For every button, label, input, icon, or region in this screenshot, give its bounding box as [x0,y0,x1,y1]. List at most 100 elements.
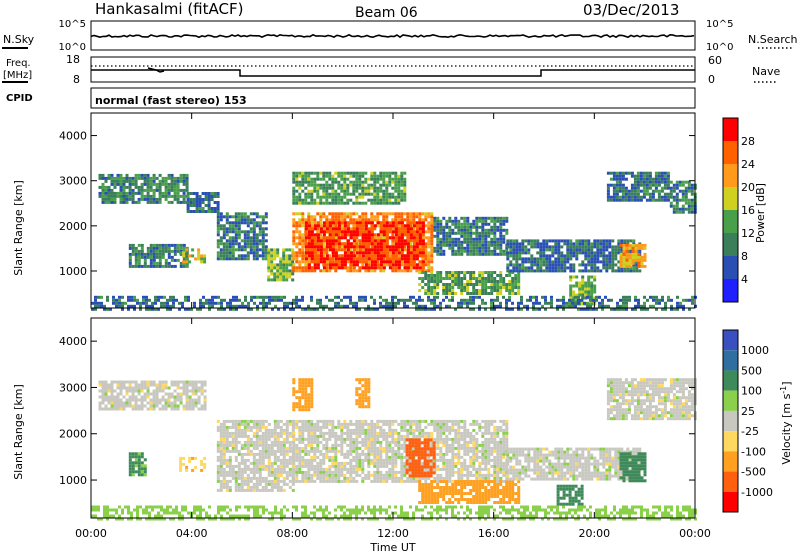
data-cell [173,176,177,180]
data-cell [337,301,340,305]
data-cell [620,269,624,273]
data-cell [560,260,564,264]
data-cell [557,257,561,261]
data-cell [137,404,141,408]
data-cell [231,422,235,426]
data-cell [648,186,652,190]
data-cell [131,246,135,250]
data-cell [669,189,673,193]
data-cell [490,249,494,253]
data-cell [237,428,241,432]
data-cell [234,449,238,453]
data-cell [301,212,305,216]
data-cell [282,266,286,270]
data-cell [240,479,244,483]
data-cell [264,221,268,225]
data-cell [373,236,377,240]
data-cell [376,218,380,222]
data-cell [535,307,538,311]
data-cell [240,482,244,486]
data-cell [563,254,567,258]
data-cell [614,254,618,258]
data-cell [243,239,247,243]
data-cell [355,257,359,261]
data-cell [611,266,615,270]
data-cell [581,287,585,291]
data-cell [155,392,159,396]
power-colorbar-segment [723,210,738,233]
freq-label-line1: Freq. [6,58,31,69]
data-cell [575,284,579,288]
data-cell [430,274,434,277]
data-cell [517,271,521,274]
data-cell [584,242,588,246]
data-cell [346,224,350,228]
data-cell [584,287,588,291]
data-cell [298,263,302,267]
data-cell [624,171,628,175]
data-cell [448,246,452,250]
data-cell [358,171,362,175]
data-cell [633,198,637,202]
data-cell [322,251,326,255]
data-cell [626,269,630,273]
data-cell [288,263,292,267]
data-cell [337,186,341,190]
data-cell [310,298,313,302]
data-cell [481,216,485,220]
data-cell [481,222,485,226]
data-cell [397,215,401,219]
data-cell [246,251,250,255]
data-cell [542,269,546,273]
data-cell [246,218,250,222]
data-cell [104,380,108,384]
data-cell [231,215,235,219]
data-cell [319,227,323,231]
data-cell [569,242,573,246]
data-cell [475,216,479,220]
data-cell [222,437,226,441]
data-cell [412,242,416,246]
data-cell [445,286,449,289]
data-cell [569,254,573,258]
data-cell [448,277,452,280]
data-cell [106,295,109,299]
data-cell [246,440,250,444]
data-cell [394,236,398,240]
data-cell [526,298,529,302]
data-cell [210,195,214,198]
data-cell [466,234,470,238]
data-cell [349,266,353,270]
data-cell [94,304,97,308]
data-cell [379,221,383,225]
data-cell [258,221,262,225]
data-cell [370,236,374,240]
data-cell [258,233,262,237]
data-cell [463,228,467,232]
data-cell [385,248,389,252]
data-cell [259,295,262,299]
data-cell [367,245,371,249]
data-cell [225,443,229,447]
data-cell [418,289,422,292]
data-cell [361,227,365,231]
data-cell [643,264,647,268]
data-cell [134,255,138,259]
data-cell [466,231,470,235]
data-cell [364,254,368,258]
data-cell [343,201,347,205]
data-cell [611,254,615,258]
data-cell [319,260,323,264]
data-cell [684,180,688,184]
data-cell [394,230,398,234]
data-cell [466,286,470,289]
data-cell [463,237,467,241]
data-cell [391,233,395,237]
data-cell [307,257,311,261]
data-cell [382,201,386,205]
data-cell [367,263,371,267]
data-cell [262,304,265,308]
data-cell [499,304,502,308]
data-cell [107,401,111,405]
data-cell [261,242,265,246]
